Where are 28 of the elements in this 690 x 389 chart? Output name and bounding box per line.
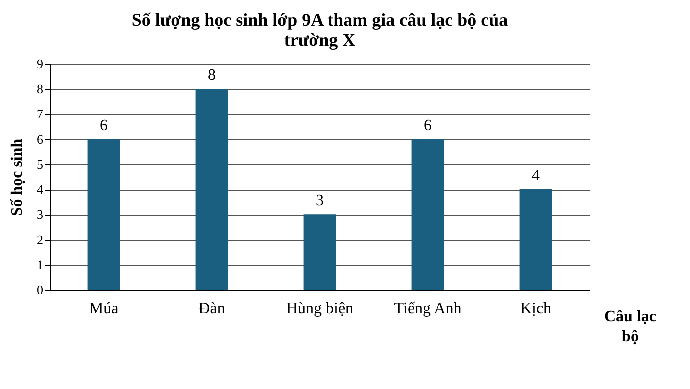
data-label: 3 [316, 192, 324, 210]
y-tick-label: 8 [37, 82, 44, 97]
y-tick-label: 9 [37, 56, 44, 72]
x-tick-label: Hùng biện [286, 300, 354, 318]
x-tick-label: Kịch [520, 300, 552, 318]
y-tick-label: 1 [37, 257, 44, 272]
y-axis-title: Số học sinh [9, 138, 26, 216]
x-axis-title: Câu lạc bộ [604, 308, 656, 346]
data-label: 4 [532, 168, 540, 185]
data-label: 6 [100, 117, 108, 134]
bar [88, 139, 120, 290]
bar [196, 89, 228, 290]
y-tick-label: 3 [37, 207, 44, 222]
y-tick-label: 5 [37, 156, 44, 172]
y-tick-label: 0 [37, 282, 44, 298]
y-tick-label: 6 [37, 132, 44, 147]
y-tick-label: 2 [37, 232, 44, 248]
x-tick-label: Tiếng Anh [394, 300, 462, 318]
x-tick-label: Đàn [198, 300, 226, 318]
bar [520, 190, 552, 290]
y-tick-label: 7 [37, 106, 44, 122]
y-tick-label: 4 [37, 182, 44, 198]
bar [304, 214, 336, 290]
data-label: 8 [208, 67, 216, 84]
chart-title: Số lượng học sinh lớp 9A tham gia câu lạc bộ của trường X [132, 10, 508, 50]
x-tick-label: Múa [89, 300, 119, 318]
bar [412, 139, 444, 290]
data-label: 6 [424, 117, 432, 134]
